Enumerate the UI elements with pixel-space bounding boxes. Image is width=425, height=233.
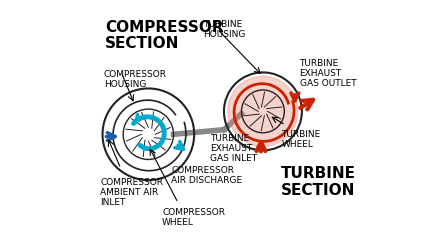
Polygon shape xyxy=(228,76,298,146)
Text: COMPRESSOR
WHEEL: COMPRESSOR WHEEL xyxy=(162,208,225,227)
Text: TURBINE
EXHAUST
GAS INLET: TURBINE EXHAUST GAS INLET xyxy=(210,134,257,163)
Text: TURBINE
HOUSING: TURBINE HOUSING xyxy=(203,20,246,39)
Text: COMPRESSOR
AMBIENT AIR
INLET: COMPRESSOR AMBIENT AIR INLET xyxy=(100,178,163,207)
Text: TURBINE
EXHAUST
GAS OUTLET: TURBINE EXHAUST GAS OUTLET xyxy=(300,59,356,88)
Text: TURBINE
SECTION: TURBINE SECTION xyxy=(281,166,356,198)
Text: COMPRESSOR
HOUSING: COMPRESSOR HOUSING xyxy=(104,70,167,89)
Text: TURBINE
WHEEL: TURBINE WHEEL xyxy=(281,130,320,149)
Text: COMPRESSOR
AIR DISCHARGE: COMPRESSOR AIR DISCHARGE xyxy=(171,166,242,185)
Text: COMPRESSOR
SECTION: COMPRESSOR SECTION xyxy=(105,20,224,51)
